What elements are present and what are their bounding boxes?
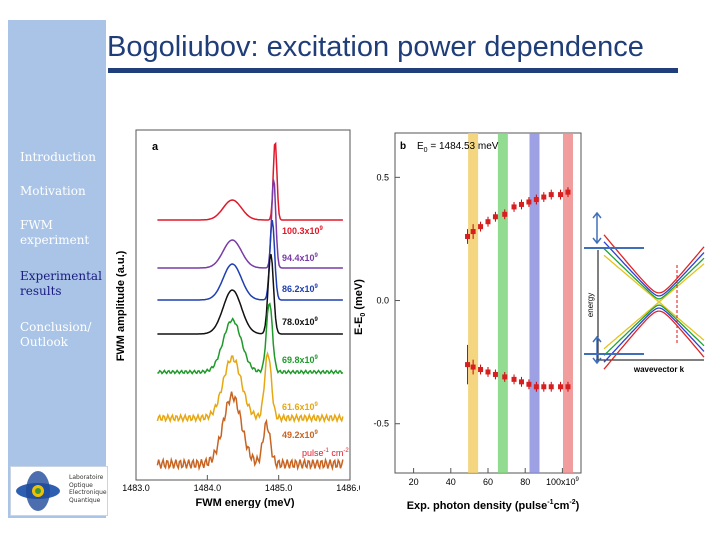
data-point xyxy=(548,384,554,390)
sidebar-item-motivation[interactable]: Motivation xyxy=(20,184,86,198)
x-tick-label: 1485.0 xyxy=(265,483,293,493)
sidebar-item-fwm-experiment[interactable]: FWM experiment xyxy=(20,218,90,247)
data-point xyxy=(478,224,484,230)
panel-b-frame xyxy=(394,132,582,474)
excitation-band xyxy=(497,133,508,473)
fwm-spectra-chart: a 100.3x109 94.4x109 86.2x109 78.0x109 69.8x… xyxy=(115,129,360,508)
data-point xyxy=(478,367,484,373)
panel-b-xlabel: Exp. photon density (pulse-1cm-2) xyxy=(407,499,580,512)
panel-b-annotation: E0 = 1484.53 meV xyxy=(417,141,499,154)
data-point xyxy=(518,379,524,385)
panel-b-ylabel: E-E0 (meV) xyxy=(353,279,367,335)
upper-branch-line xyxy=(603,234,705,294)
x-tick-label: 1483.0 xyxy=(122,483,150,493)
upper-branch-line xyxy=(603,248,705,300)
series-label: 49.2x109 xyxy=(282,430,319,440)
series-label: 78.0x109 xyxy=(282,317,319,327)
series-label: 86.2x109 xyxy=(282,284,319,294)
fwm-spectrum-line xyxy=(156,351,344,424)
logo-text: Laboratoire Optique Electronique Quantiq… xyxy=(69,474,107,504)
data-point xyxy=(541,384,547,390)
panel-b-label: b xyxy=(400,141,406,152)
excitation-band xyxy=(468,133,479,473)
unit-label: pulse-1 cm-2 xyxy=(302,448,349,458)
upper-branch-line xyxy=(603,241,705,297)
data-point xyxy=(526,381,532,387)
data-point xyxy=(548,192,554,198)
data-point xyxy=(558,384,564,390)
lpqm-logo: Laboratoire Optique Electronique Quantiq… xyxy=(10,466,108,516)
sidebar-item-experimental-results[interactable]: Experimental results xyxy=(20,269,102,298)
inset-ylabel: energy xyxy=(586,293,595,317)
x-tick-label: 80 xyxy=(520,477,530,487)
data-point xyxy=(565,189,571,195)
x-tick-label: 60 xyxy=(483,477,493,487)
excitation-band xyxy=(529,133,540,473)
data-point xyxy=(558,192,564,198)
fwm-spectrum-line xyxy=(157,219,343,301)
series-label: 61.6x109 xyxy=(282,402,319,412)
bogoliubov-energy-chart: 0.5 0.0 -0.5 20 40 60 80 100x109 b E0 = 1484.53… xyxy=(353,132,582,512)
title-underline xyxy=(108,68,678,73)
series-label: 69.8x109 xyxy=(282,355,319,365)
data-point xyxy=(533,384,539,390)
data-point xyxy=(518,201,524,207)
panel-a-xlabel: FWM energy (meV) xyxy=(195,497,294,508)
fwm-spectrum-line xyxy=(157,302,344,375)
lower-branch-line xyxy=(603,310,705,370)
series-label: 94.4x109 xyxy=(282,253,319,263)
data-point xyxy=(485,219,491,225)
panel-a-label: a xyxy=(152,141,159,153)
x-tick-label: 1484.0 xyxy=(194,483,222,493)
data-point xyxy=(502,374,508,380)
data-point xyxy=(565,384,571,390)
data-point xyxy=(465,362,471,368)
inset-xlabel: wavevector k xyxy=(633,365,685,374)
data-point xyxy=(465,233,471,239)
y-tick-label: -0.5 xyxy=(373,419,389,429)
page-title: Bogoliubov: excitation power dependence xyxy=(107,31,644,63)
panel-a-frame xyxy=(135,129,351,481)
lower-branch-line xyxy=(603,307,705,363)
fwm-spectrum-line xyxy=(156,391,344,472)
fwm-spectrum-line xyxy=(157,141,343,221)
data-point xyxy=(502,211,508,217)
data-point xyxy=(492,214,498,220)
y-tick-label: 0.5 xyxy=(376,172,389,182)
sidebar-item-introduction[interactable]: Introduction xyxy=(20,150,96,164)
lower-branch-line xyxy=(603,304,705,356)
data-point xyxy=(511,204,517,210)
data-point xyxy=(470,364,476,370)
x-tick-label: 40 xyxy=(446,477,456,487)
sidebar xyxy=(8,20,106,518)
panel-a-ylabel: FWM amplitude (a.u.) xyxy=(115,250,127,361)
y-tick-label: 0.0 xyxy=(376,296,389,306)
lower-arrowheads xyxy=(592,335,602,365)
data-point xyxy=(541,194,547,200)
data-point xyxy=(492,371,498,377)
lower-branch-line xyxy=(603,302,705,350)
logo-emblem-icon xyxy=(16,471,60,511)
upper-arrowheads xyxy=(592,211,602,245)
upper-branch-line xyxy=(603,254,705,302)
excitation-band xyxy=(562,133,573,473)
data-point xyxy=(470,229,476,235)
data-point xyxy=(485,369,491,375)
data-point xyxy=(526,199,532,205)
data-point xyxy=(533,197,539,203)
data-point xyxy=(511,376,517,382)
series-label: 100.3x109 xyxy=(282,226,324,236)
fwm-spectrum-line xyxy=(157,179,343,269)
x-tick-label: 100x109 xyxy=(546,477,580,487)
x-tick-label: 20 xyxy=(409,477,419,487)
fwm-spectrum-line xyxy=(157,254,343,335)
sidebar-item-conclusion[interactable]: Conclusion/Outlook xyxy=(20,320,92,349)
dispersion-inset: energy wavevector k xyxy=(584,211,705,374)
x-tick-label: 1486.0 xyxy=(336,483,360,493)
